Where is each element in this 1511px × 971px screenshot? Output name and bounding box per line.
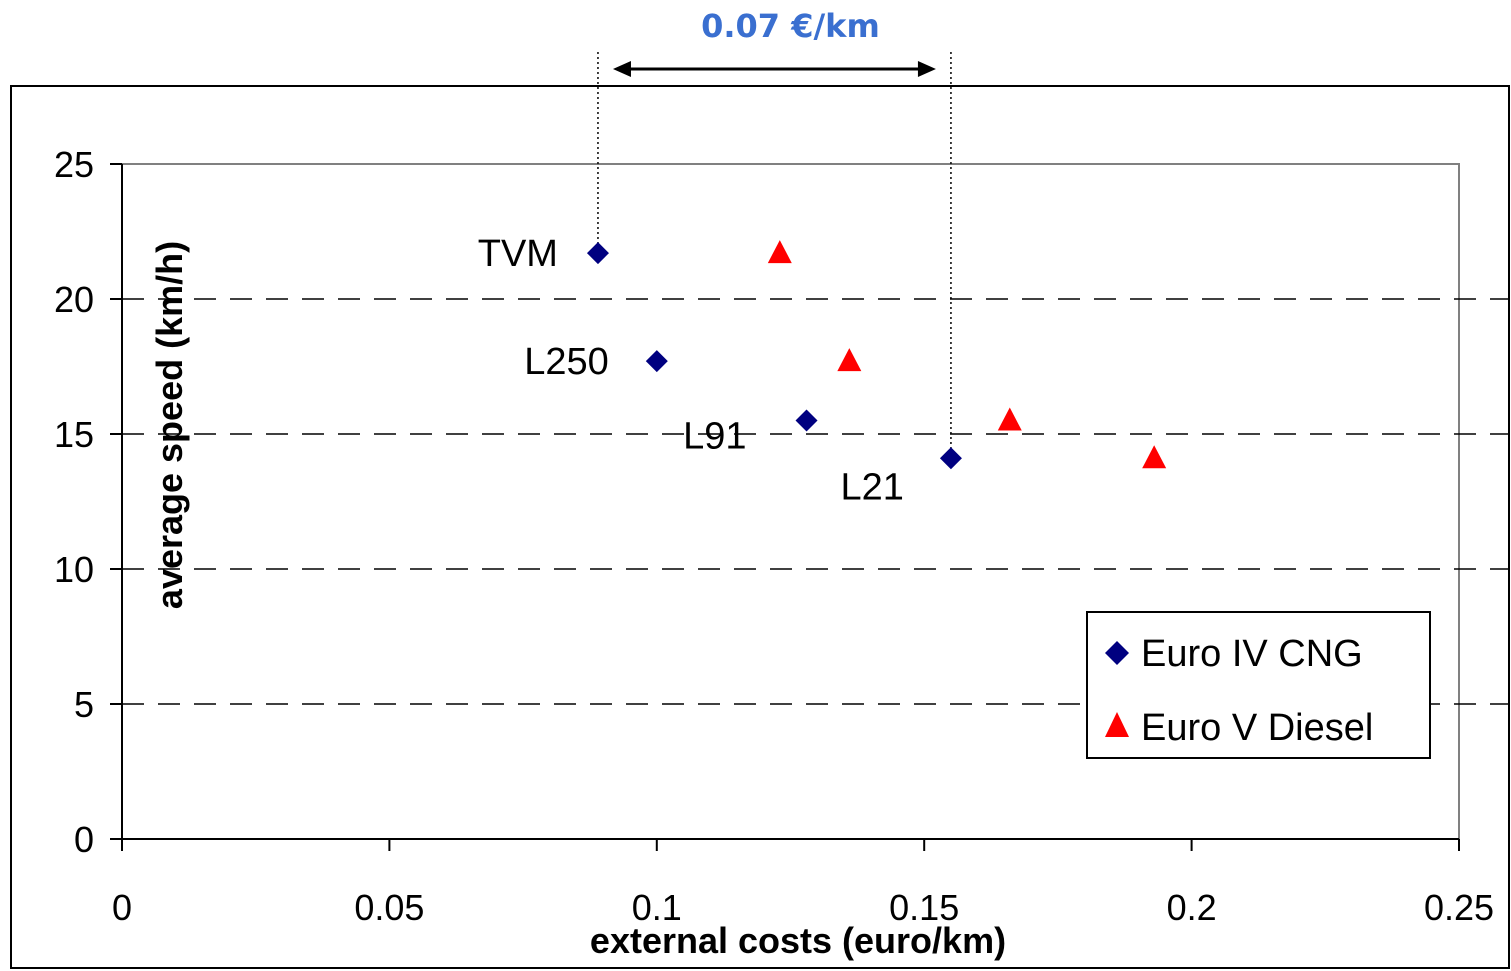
legend-entry-diesel: Euro V Diesel xyxy=(1141,707,1373,749)
axes xyxy=(110,163,1460,851)
cng-point-L91 xyxy=(795,409,818,432)
cng-point-TVM xyxy=(586,242,609,265)
diesel-point-2 xyxy=(837,348,862,372)
annotation-arrowhead-right-icon xyxy=(917,61,936,77)
diesel-point-3 xyxy=(997,407,1022,431)
x-axis-title: external costs (euro/km) xyxy=(590,920,1006,961)
point-labels: TVM L250 L91 L21 xyxy=(478,233,904,508)
legend-box xyxy=(1086,611,1431,759)
x-tick-label-0.05: 0.05 xyxy=(354,887,424,928)
legend-entry-cng: Euro IV CNG xyxy=(1141,633,1363,675)
x-tick-label-0: 0 xyxy=(112,887,132,928)
gridlines xyxy=(122,298,1509,705)
tick-labels: 0 5 10 15 20 25 0 0.05 0.1 0.15 0.2 0.25 xyxy=(54,144,1494,928)
cng-point-L250 xyxy=(645,350,668,373)
point-label-TVM: TVM xyxy=(478,233,558,275)
point-label-L250: L250 xyxy=(524,341,609,383)
y-tick-label-20: 20 xyxy=(54,279,94,320)
y-tick-label-0: 0 xyxy=(74,819,94,860)
x-tick-label-0.25: 0.25 xyxy=(1424,887,1494,928)
diesel-point-1 xyxy=(767,240,792,264)
legend-diamond-icon xyxy=(1105,641,1129,665)
point-label-L21: L21 xyxy=(841,466,904,508)
x-tick-label-0.2: 0.2 xyxy=(1167,887,1217,928)
y-axis-title: average speed (km/h) xyxy=(149,241,190,609)
cng-point-L21 xyxy=(939,447,962,470)
y-tick-label-5: 5 xyxy=(74,684,94,725)
legend-triangle-icon xyxy=(1105,712,1129,737)
legend: Euro IV CNG Euro V Diesel xyxy=(1086,611,1431,759)
data-points xyxy=(586,240,1167,470)
annotation-text: 0.07 €/km xyxy=(701,7,880,45)
point-label-L91: L91 xyxy=(683,416,746,458)
x-tick-label-0.15: 0.15 xyxy=(889,887,959,928)
y-tick-label-15: 15 xyxy=(54,414,94,455)
y-tick-label-25: 25 xyxy=(54,144,94,185)
cost-gap-annotation: 0.07 €/km xyxy=(597,7,952,449)
x-tick-label-0.1: 0.1 xyxy=(632,887,682,928)
diesel-point-4 xyxy=(1142,445,1167,469)
y-tick-label-10: 10 xyxy=(54,549,94,590)
annotation-arrowhead-left-icon xyxy=(612,61,631,77)
